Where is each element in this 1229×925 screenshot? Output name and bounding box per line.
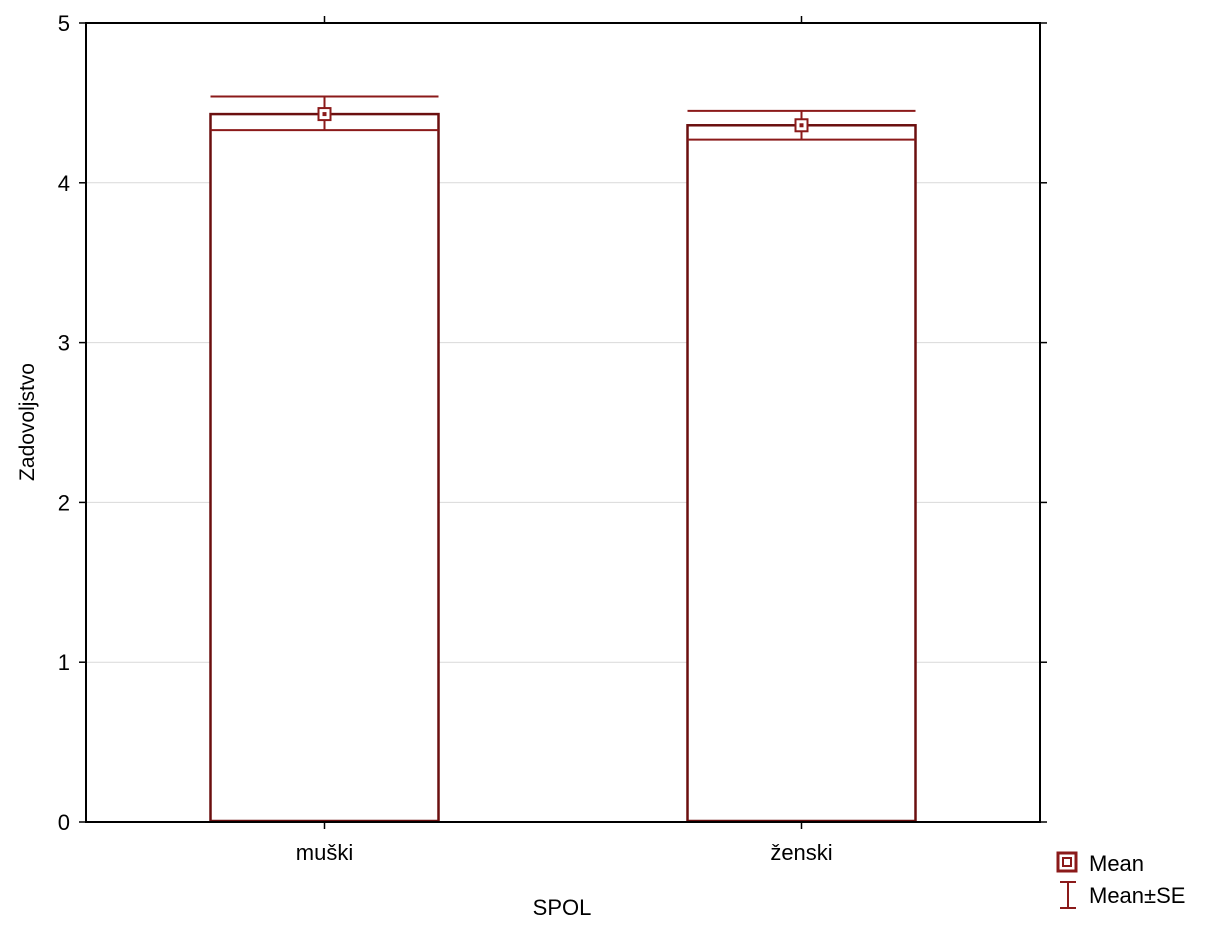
y-tick-label: 3 [58,331,70,356]
error-bar-icon [1060,881,1076,909]
x-tick-label: ženski [770,840,832,865]
legend-mean-box [1056,851,1078,873]
bars [209,112,917,823]
legend-label-mean-se: Mean±SE [1089,883,1185,908]
bar-1 [209,112,440,823]
y-tick-label: 1 [58,650,70,675]
x-axis-ticks: muški ženski [296,16,833,865]
y-axis-ticks: 0 1 2 3 4 5 [58,11,1047,835]
bar-2 [686,124,917,823]
legend-mean-inner [1062,857,1072,867]
mean-marker-center [322,112,327,117]
error-bars [210,95,916,141]
mean-marker-center [799,123,804,128]
square-marker-icon [1056,851,1078,873]
y-axis-label: Zadovoljstvo [16,363,39,481]
y-tick-label: 5 [58,11,70,36]
y-tick-label: 0 [58,810,70,835]
y-tick-label: 2 [58,490,70,515]
legend-label-mean: Mean [1089,851,1144,876]
x-tick-label: muški [296,840,353,865]
x-axis-label: SPOL [533,895,592,920]
legend: Mean Mean±SE [1056,851,1185,909]
y-tick-label: 4 [58,171,70,196]
plot-frame [85,22,1041,823]
